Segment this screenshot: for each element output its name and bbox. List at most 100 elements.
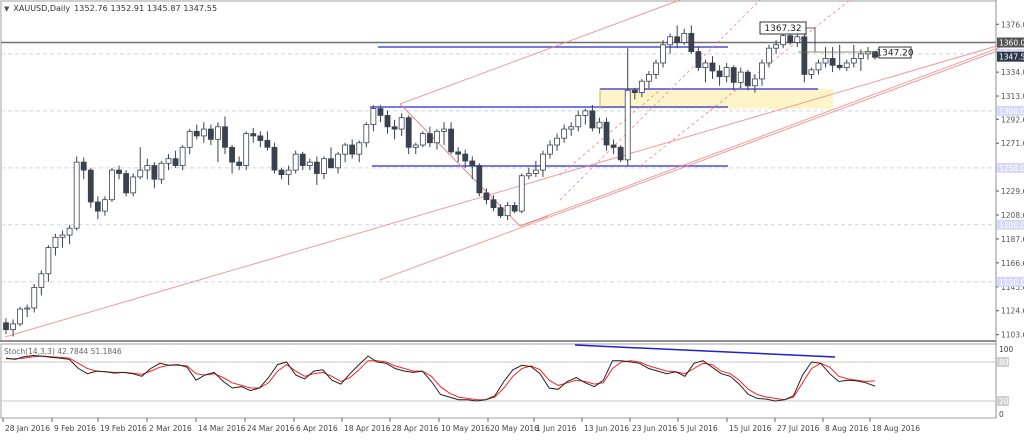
time-tick-label: 15 Jul 2016 xyxy=(729,424,772,433)
stoch-signal-line xyxy=(6,355,876,401)
bear-candle xyxy=(328,158,334,169)
stochastic-chart: 100 80 20 0 xyxy=(1,344,1014,419)
bull-candle xyxy=(540,153,546,171)
bull-candle xyxy=(398,117,405,130)
bear-candle xyxy=(384,115,391,128)
last-price-label: 1347.20 xyxy=(876,49,913,59)
price-tick-label: 1187.60 xyxy=(1001,235,1024,244)
bear-candle xyxy=(193,130,200,137)
bear-candle xyxy=(511,205,518,212)
price-tick-label: 1124.60 xyxy=(1001,307,1024,316)
bull-candle xyxy=(412,144,419,148)
time-tick-label: 18 Apr 2016 xyxy=(344,424,391,433)
bull-candle xyxy=(759,62,765,80)
bull-candle xyxy=(200,128,207,137)
bull-candle xyxy=(653,62,659,75)
stoch-level-label: 20 xyxy=(999,397,1009,406)
bear-candle xyxy=(271,146,278,171)
bull-candle xyxy=(865,51,871,55)
bull-candle xyxy=(547,144,553,155)
channel-midline xyxy=(559,0,761,201)
bull-candle xyxy=(780,35,787,46)
bull-candle xyxy=(434,130,440,144)
price-marker xyxy=(997,105,1024,116)
bull-candle xyxy=(59,234,66,238)
bear-candle xyxy=(709,62,716,72)
bull-candle xyxy=(335,153,341,169)
channel-line xyxy=(519,39,1021,227)
bull-candle xyxy=(561,128,568,139)
bull-candle xyxy=(370,108,377,125)
bear-candle xyxy=(610,144,617,148)
bull-candle xyxy=(681,32,688,43)
bull-candle xyxy=(24,307,31,310)
time-tick-label: 10 May 2016 xyxy=(441,424,490,433)
channel-midline xyxy=(559,89,661,176)
bull-candle xyxy=(667,36,674,46)
bear-candle xyxy=(716,70,723,78)
swing-high-label: 1367.32 xyxy=(764,24,801,34)
bull-candle xyxy=(518,175,525,212)
bear-candle xyxy=(674,36,681,43)
price-marker-label: 1300.00 xyxy=(999,107,1024,116)
bear-candle xyxy=(313,161,320,174)
bear-candle xyxy=(688,32,695,52)
price-marker xyxy=(997,37,1024,48)
bear-candle xyxy=(207,128,214,140)
bull-candle xyxy=(158,162,165,180)
price-marker-label: 1347.55 xyxy=(999,53,1024,62)
bull-candle xyxy=(723,67,730,78)
bull-candle xyxy=(321,158,327,174)
bear-candle xyxy=(87,169,94,203)
price-tick-label: 1208.60 xyxy=(1001,211,1024,220)
time-tick-label: 6 Apr 2016 xyxy=(296,424,338,433)
bull-candle xyxy=(144,165,151,171)
bear-candle xyxy=(448,128,454,153)
time-tick-label: 27 Jul 2016 xyxy=(777,424,820,433)
bull-candle xyxy=(342,144,349,155)
candles xyxy=(3,25,878,337)
bull-candle xyxy=(596,121,603,129)
bull-candle xyxy=(575,115,582,128)
bear-candle xyxy=(236,161,243,166)
bear-candle xyxy=(744,71,751,87)
bull-candle xyxy=(624,89,631,161)
price-marker-label: 1250.00 xyxy=(999,164,1024,173)
price-tick-label: 1334.00 xyxy=(1001,68,1024,77)
bull-candle xyxy=(441,128,447,132)
bull-candle xyxy=(363,124,370,144)
bull-candle xyxy=(31,287,38,309)
bull-candle xyxy=(554,137,560,146)
bear-candle xyxy=(229,146,235,163)
bear-candle xyxy=(490,199,497,209)
bull-candle xyxy=(52,236,59,248)
bull-candle xyxy=(102,199,108,212)
bear-candle xyxy=(455,151,462,155)
last-price-annotation: 1347.20 xyxy=(876,46,914,59)
bear-candle xyxy=(3,322,9,331)
bear-candle xyxy=(264,140,271,148)
triangle-down-icon[interactable]: ▼ xyxy=(4,4,10,13)
time-tick-label: 23 Jun 2016 xyxy=(632,424,677,433)
time-tick-label: 19 Feb 2016 xyxy=(100,424,147,433)
time-tick-label: 5 Jul 2016 xyxy=(680,424,718,433)
channel-line xyxy=(379,49,1001,281)
ohlc-values: 1352.76 1352.91 1345.87 1347.55 xyxy=(74,4,218,13)
bull-candle xyxy=(356,142,363,155)
bull-candle xyxy=(582,110,589,116)
main-pane xyxy=(0,0,997,342)
bear-candle xyxy=(250,133,257,137)
price-tick-label: 1145.60 xyxy=(1001,283,1024,292)
bull-candle xyxy=(794,36,801,43)
price-marker xyxy=(997,51,1024,62)
time-tick-label: 28 Apr 2016 xyxy=(392,424,439,433)
bull-candle xyxy=(186,130,193,148)
bull-candle xyxy=(66,227,73,236)
time-tick-label: 2 Mar 2016 xyxy=(149,424,192,433)
bull-candle xyxy=(137,169,144,178)
price-marker-label: 1360.00 xyxy=(999,38,1024,47)
time-tick-label: 9 Feb 2016 xyxy=(54,424,96,433)
stoch-divergence-line xyxy=(574,344,836,358)
channel-line xyxy=(4,44,1001,338)
